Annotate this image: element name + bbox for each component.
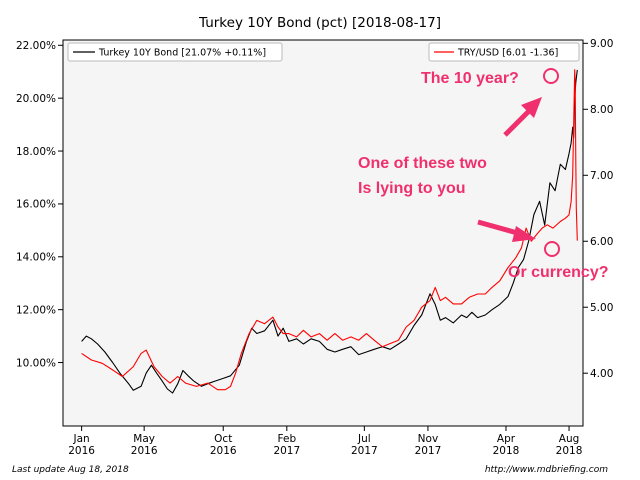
highlight-circle-bottom: [544, 241, 560, 257]
series-line-try-usd: [81, 69, 578, 391]
y-right-tick-label: 9.00: [590, 38, 613, 50]
y-left-tick-label: 16.00%: [16, 199, 56, 211]
annotation-ten-year: The 10 year?: [421, 70, 519, 87]
legend-left: Turkey 10Y Bond [21.07% +0.11%]: [67, 42, 283, 62]
y-left-tick-label: 14.00%: [16, 252, 56, 264]
arrow-to-ten-year: [503, 97, 542, 137]
y-right-tick-label: 6.00: [590, 236, 613, 248]
x-tick-label: Apr 2018: [493, 433, 520, 457]
legend-right-box: [428, 42, 580, 62]
annotation-currency: Or currency?: [508, 264, 608, 281]
footer-last-update: Last update Aug 18, 2018: [12, 465, 129, 475]
legend-right-label: TRY/USD [6.01 -1.36]: [457, 48, 558, 59]
x-tick-label: Jul 2017: [351, 433, 378, 457]
series-line-turkey-10y-bond: [81, 69, 578, 394]
y-left-tick-label: 22.00%: [16, 40, 56, 52]
annotation-lying-line-2: Is lying to you: [358, 180, 466, 197]
x-tick-label: Oct 2016: [210, 433, 237, 457]
chart-title: Turkey 10Y Bond (pct) [2018-08-17]: [198, 15, 441, 31]
y-axis-right: 4.00 5.00 6.00 7.00 8.00 9.00: [583, 38, 613, 380]
legend-right: TRY/USD [6.01 -1.36]: [428, 42, 580, 62]
y-left-tick-label: 18.00%: [16, 146, 56, 158]
highlight-circle-top: [543, 68, 559, 84]
legend-left-label: Turkey 10Y Bond [21.07% +0.11%]: [98, 48, 266, 59]
y-axis-left: 10.00% 12.00% 14.00% 16.00% 18.00% 20.00% 22.0…: [16, 40, 63, 369]
y-right-tick-label: 7.00: [590, 170, 613, 182]
x-tick-label: May 2016: [131, 433, 158, 457]
arrow-to-ten-year-shaft: [503, 106, 534, 137]
plot-frame: [62, 39, 584, 427]
x-tick-label: Jan 2016: [68, 433, 95, 457]
y-left-tick-label: 20.00%: [16, 93, 56, 105]
arrow-to-currency-head: [512, 226, 536, 242]
annotation-lying-line-1: One of these two: [358, 155, 487, 172]
footer-source-url: http://www.mdbriefing.com: [485, 465, 608, 475]
x-tick-label: Nov 2017: [415, 433, 442, 457]
legend-left-box: [67, 42, 283, 62]
annotations: The 10 year? One of these two Is lying t…: [358, 68, 608, 281]
arrow-to-currency: [477, 219, 536, 242]
x-tick-label: Aug 2018: [556, 433, 583, 457]
arrow-to-ten-year-head: [521, 97, 542, 118]
y-right-tick-label: 4.00: [590, 368, 613, 380]
y-right-tick-label: 8.00: [590, 104, 613, 116]
plot-area: [63, 40, 583, 426]
y-left-tick-label: 10.00%: [16, 357, 56, 369]
arrow-to-currency-shaft: [477, 219, 522, 237]
x-tick-label: Feb 2017: [273, 433, 300, 457]
y-right-tick-label: 5.00: [590, 302, 613, 314]
x-axis: Jan 2016 May 2016 Oct 2016 Feb 2017 Jul 2017 Nov 20…: [68, 426, 582, 457]
y-left-tick-label: 12.00%: [16, 304, 56, 316]
series-layer: [81, 69, 578, 394]
